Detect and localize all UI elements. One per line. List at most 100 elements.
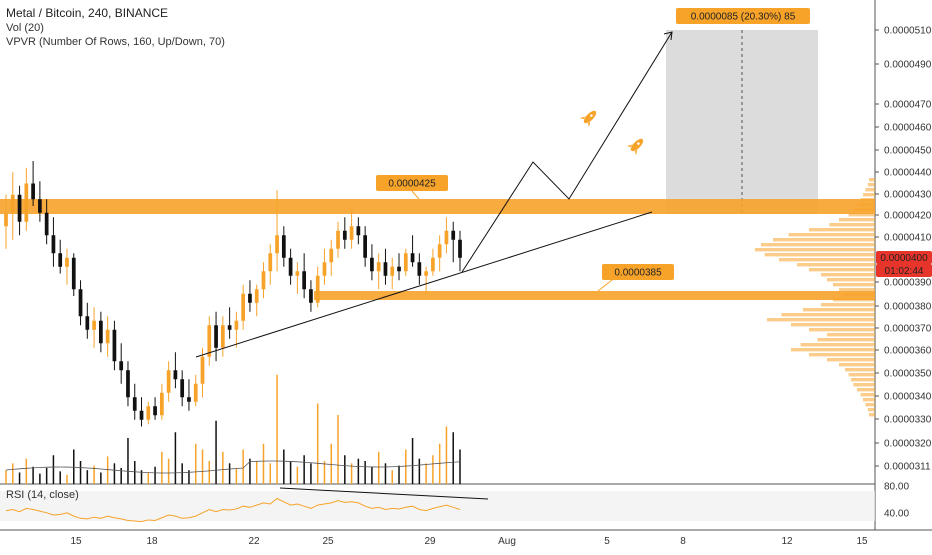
candle-body — [336, 230, 340, 249]
volume-bar — [18, 472, 21, 484]
target-label-bg — [676, 8, 810, 24]
vpvr-bar — [797, 263, 875, 267]
volume-bar — [140, 470, 143, 484]
forecast-arrowhead — [663, 31, 673, 41]
candle — [275, 190, 279, 272]
volume-bar — [418, 458, 421, 484]
vpvr-bar — [827, 278, 875, 282]
current-price-tag-text: 0.0000400 — [880, 253, 928, 264]
candle — [431, 248, 435, 276]
ascending-trendline — [195, 211, 653, 358]
vpvr-bar — [865, 403, 875, 407]
candle-body — [329, 248, 334, 263]
vpvr-bar — [779, 258, 875, 262]
candle-body — [24, 183, 29, 222]
support-label-bg — [602, 264, 674, 280]
support-zone — [314, 291, 875, 300]
volume-bar — [39, 473, 41, 484]
time-tick-label: 15 — [856, 536, 868, 547]
volume-bar — [52, 455, 55, 484]
resistance-zone — [0, 199, 875, 214]
candle-body — [410, 253, 415, 263]
candle — [458, 230, 462, 272]
target-label-text: 0.0000085 (20.30%) 85 — [691, 12, 796, 23]
candle-body — [173, 370, 178, 380]
candle — [146, 401, 151, 425]
candle — [444, 217, 449, 254]
candle — [44, 199, 49, 245]
candle-body — [397, 266, 401, 272]
candle — [234, 311, 239, 348]
candle-body — [417, 262, 422, 276]
price-tick-label: 0.0000490 — [884, 60, 932, 71]
candle — [24, 167, 29, 231]
candle — [65, 248, 69, 285]
candle — [17, 185, 22, 236]
candle — [397, 253, 401, 281]
volume-bar — [357, 458, 360, 484]
candle-body — [78, 289, 83, 317]
candle — [126, 361, 130, 407]
time-tick-label: 8 — [680, 536, 686, 547]
volume-bar — [25, 458, 28, 484]
volume-bar — [59, 471, 61, 484]
candle — [336, 221, 340, 258]
candle-body — [159, 392, 164, 416]
vpvr-bar — [867, 408, 875, 412]
vpvr-bar — [821, 273, 875, 277]
candle — [92, 307, 96, 348]
volume-bar — [371, 466, 373, 484]
time-tick-label: 22 — [248, 536, 260, 547]
vpvr-bar — [869, 178, 875, 182]
candle-body — [451, 230, 456, 240]
volume-bar — [167, 458, 170, 484]
time-tick-label: Aug — [498, 536, 516, 547]
volume-bar — [93, 465, 95, 484]
current-price-tag-bg — [876, 251, 932, 264]
vpvr-bar — [809, 228, 875, 232]
rsi-divergence-line — [279, 487, 489, 500]
volume-bar — [208, 461, 211, 484]
candle — [281, 226, 286, 267]
support-label-text: 0.0000385 — [614, 268, 662, 279]
volume-bar — [133, 461, 136, 484]
candle — [451, 221, 456, 263]
candle-body — [376, 262, 381, 272]
volume-bar — [5, 470, 7, 484]
candle — [403, 248, 408, 276]
volume-bar — [384, 463, 387, 484]
vpvr-bar — [809, 328, 875, 332]
volume-bar — [222, 451, 224, 484]
candle — [376, 253, 381, 290]
price-tick-label: 0.0000450 — [884, 146, 932, 157]
candle-body — [370, 257, 374, 272]
price-tick-label: 0.0000320 — [884, 439, 932, 450]
candle — [295, 262, 300, 294]
volume-bar — [154, 466, 156, 484]
candle — [342, 217, 347, 249]
candle — [200, 347, 205, 398]
candle — [207, 316, 212, 366]
volume-bar — [425, 463, 427, 484]
candle — [363, 226, 367, 267]
vpvr-bar — [857, 388, 875, 392]
candle-body — [234, 320, 239, 330]
candle-body — [207, 325, 212, 357]
time-tick-label: 12 — [781, 536, 793, 547]
candle — [78, 280, 83, 326]
candle-body — [126, 370, 130, 398]
rsi-band — [0, 491, 875, 521]
volume-bar — [215, 420, 217, 484]
candle-body — [309, 289, 313, 303]
volume-bar — [188, 470, 190, 484]
volume-bar — [276, 374, 278, 484]
candle-body — [281, 235, 286, 258]
volume-indicator-label: Vol (20) — [6, 22, 44, 34]
candle — [288, 248, 293, 285]
candle-body — [153, 406, 157, 416]
volume-bar — [330, 443, 333, 484]
candle-body — [200, 356, 205, 384]
candle-body — [390, 266, 395, 276]
